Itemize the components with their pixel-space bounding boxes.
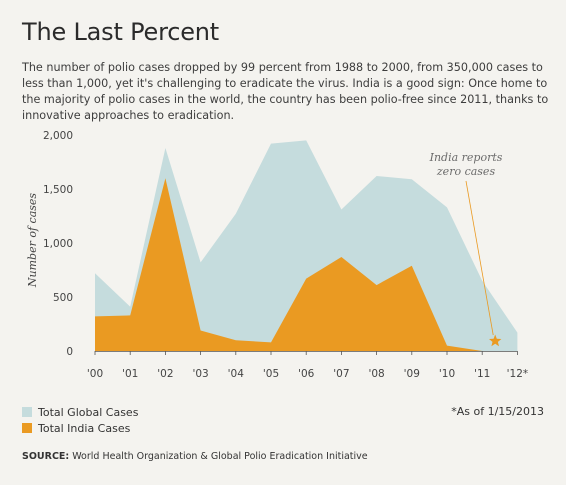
series-area-india (95, 178, 483, 351)
legend-label-global: Total Global Cases (38, 405, 139, 419)
x-tick-label: '05 (263, 368, 279, 380)
x-tick-label: '02 (157, 368, 173, 380)
x-axis: '00 '01 '02 '03 '04 '05 '06 '07 '08 '09 '10 '11 '12* (87, 351, 528, 380)
chart-title: The Last Percent (22, 18, 219, 46)
x-tick-label: '12* (507, 368, 529, 380)
annotation-leader-line (465, 180, 494, 336)
x-tick-label: '07 (333, 368, 349, 380)
chart-areas (95, 140, 518, 351)
legend: Total Global Cases Total India Cases (22, 404, 138, 436)
y-tick-label: 1,500 (43, 184, 73, 196)
annotation-line-2: zero cases (436, 165, 496, 178)
source-note: SOURCE: World Health Organization & Globa… (22, 451, 368, 462)
footnote: *As of 1/15/2013 (451, 405, 544, 418)
y-tick-label: 0 (66, 346, 73, 358)
annotation: India reports zero cases (429, 151, 503, 347)
x-tick-label: '11 (474, 368, 490, 380)
y-tick-label: 2,000 (43, 130, 73, 142)
x-tick-label: '09 (404, 368, 420, 380)
y-axis-title: Number of cases (26, 193, 39, 289)
x-tick-label: '01 (122, 368, 138, 380)
source-text: World Health Organization & Global Polio… (72, 451, 368, 462)
x-tick-label: '00 (87, 368, 103, 380)
legend-item-global: Total Global Cases (22, 404, 138, 420)
legend-label-india: Total India Cases (38, 421, 131, 435)
legend-swatch-india (22, 423, 32, 433)
x-tick-label: '04 (228, 368, 245, 380)
x-tick-label: '10 (439, 368, 455, 380)
legend-item-india: Total India Cases (22, 420, 138, 436)
annotation-line-1: India reports (429, 151, 503, 164)
star-icon (489, 334, 502, 347)
y-axis-ticks: 0 500 1,000 1,500 2,000 (43, 130, 73, 358)
y-tick-label: 500 (53, 292, 73, 304)
x-tick-label: '08 (368, 368, 384, 380)
y-tick-label: 1,000 (43, 238, 73, 250)
source-label: SOURCE: (22, 451, 70, 462)
x-tick-label: '03 (192, 368, 208, 380)
x-tick-label: '06 (298, 368, 315, 380)
legend-swatch-global (22, 407, 32, 417)
chart-subtitle: The number of polio cases dropped by 99 … (22, 61, 549, 122)
